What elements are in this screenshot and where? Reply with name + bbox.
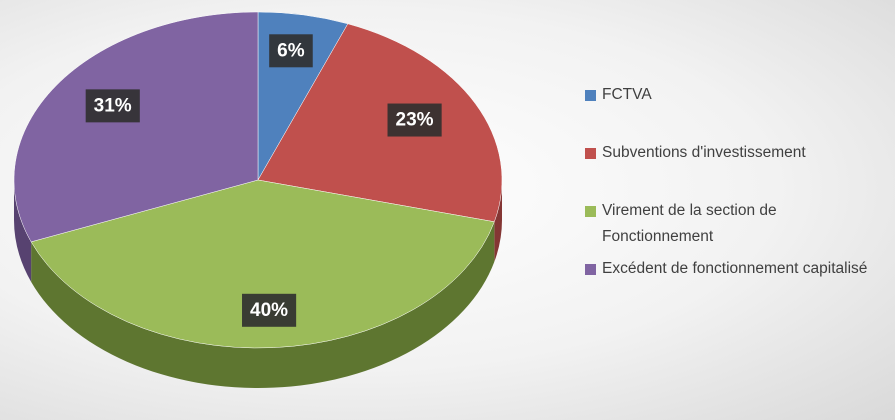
data-label: 6%	[277, 40, 305, 61]
legend-item: Excédent de fonctionnement capitalisé	[585, 256, 891, 314]
legend-label: Virement de la section de Fonctionnement	[602, 202, 777, 245]
data-label: 31%	[94, 95, 132, 116]
data-label: 40%	[250, 300, 288, 321]
legend-swatch	[585, 206, 596, 217]
legend-item: Virement de la section de Fonctionnement	[585, 198, 891, 256]
legend-label: FCTVA	[602, 86, 652, 103]
legend-label: Excédent de fonctionnement capitalisé	[602, 260, 868, 277]
pie-plot: 6% 23% 40% 31%	[13, 11, 503, 388]
pie-side	[14, 180, 32, 282]
data-label: 23%	[396, 110, 434, 131]
data-label-box	[387, 103, 442, 137]
data-label-box	[269, 34, 313, 68]
pie-side	[494, 180, 502, 262]
legend-swatch	[585, 148, 596, 159]
pie-slice	[30, 179, 495, 349]
legend-swatch	[585, 264, 596, 275]
pie-slice	[13, 11, 259, 243]
legend-item: Subventions d'investissement	[585, 140, 891, 198]
legend-item: FCTVA	[585, 82, 891, 140]
data-label-box	[242, 293, 297, 327]
pie-slice	[257, 23, 503, 223]
pie-side	[31, 221, 495, 388]
data-label-box	[85, 89, 140, 123]
legend: FCTVA Subventions d'investissement Viremen…	[585, 82, 891, 314]
legend-swatch	[585, 90, 596, 101]
legend-label: Subventions d'investissement	[602, 144, 806, 161]
